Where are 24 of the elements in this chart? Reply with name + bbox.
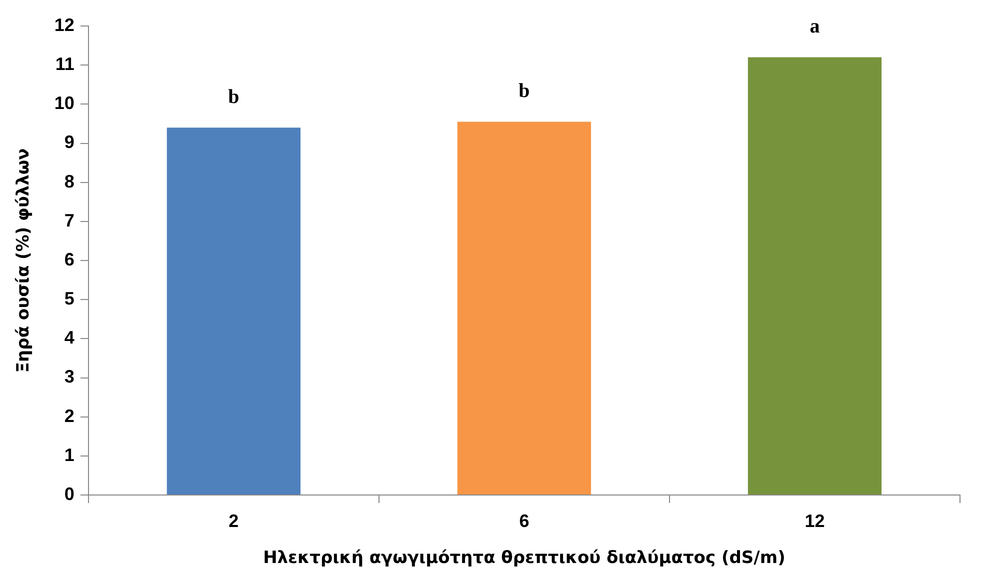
bar <box>748 57 882 494</box>
y-axis-title: Ξηρά ουσία (%) φύλλων <box>14 148 34 373</box>
y-tick-label: 2 <box>64 406 74 426</box>
bar <box>166 128 301 494</box>
annotation: a <box>810 15 820 38</box>
y-tick-label: 9 <box>64 132 74 152</box>
annotation: b <box>228 86 240 108</box>
y-tick-label: 5 <box>64 288 74 309</box>
y-tick-label: 4 <box>64 328 74 348</box>
x-tick-label: 6 <box>519 510 530 531</box>
y-tick-label: 3 <box>64 366 74 387</box>
x-tick-label: 12 <box>804 510 825 531</box>
y-tick-label: 12 <box>54 14 74 35</box>
y-tick-label: 8 <box>64 171 74 192</box>
y-tick-label: 0 <box>64 484 74 504</box>
y-tick-label: 6 <box>64 249 74 270</box>
y-tick-label: 7 <box>64 210 74 230</box>
y-tick-label: 11 <box>55 54 74 74</box>
y-tick-label: 10 <box>54 93 74 114</box>
x-tick-label: 2 <box>228 510 239 531</box>
y-tick-label: 1 <box>64 444 74 465</box>
annotation: b <box>518 80 530 102</box>
bar <box>457 122 592 494</box>
x-axis-title: Ηλεκτρική αγωγιμότητα θρεπτικού διαλύματος (dS/m) <box>263 548 786 568</box>
